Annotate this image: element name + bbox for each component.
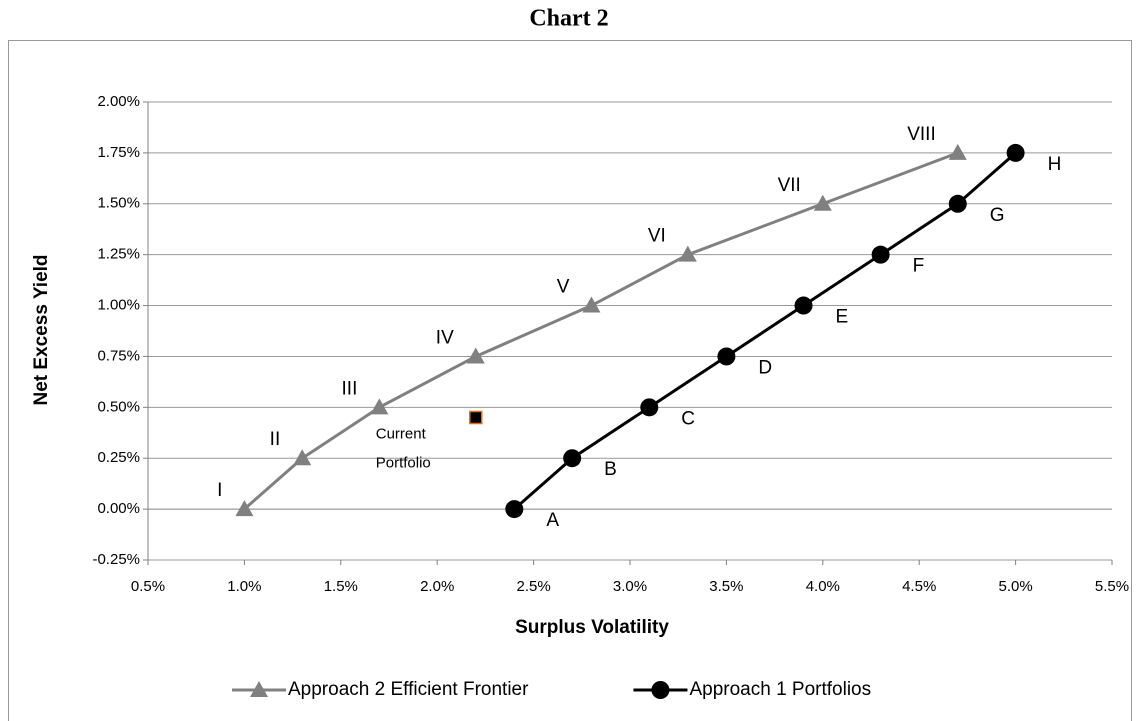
y-tick-label: 1.25% — [97, 246, 140, 263]
data-point — [370, 398, 389, 415]
current-point — [469, 410, 483, 425]
y-tick-label: 0.25% — [97, 449, 140, 466]
point-annotation: Current Portfolio — [376, 425, 431, 471]
point-label: A — [546, 510, 559, 531]
series-line — [243, 151, 959, 511]
point-label: E — [836, 307, 849, 328]
y-axis-title: Net Excess Yield — [31, 254, 52, 405]
series-line — [513, 151, 1017, 511]
chart-border — [8, 40, 1132, 721]
x-tick-label: 0.5% — [131, 578, 165, 595]
point-label: IV — [436, 327, 454, 348]
legend-label: Approach 2 Efficient Frontier — [288, 679, 529, 700]
x-tick-label: 5.0% — [998, 578, 1032, 595]
point-label: H — [1048, 154, 1062, 175]
x-axis-title: Surplus Volatility — [515, 617, 669, 638]
x-tick-label: 3.0% — [613, 578, 647, 595]
point-label: V — [557, 277, 570, 298]
y-tick-label: -0.25% — [92, 551, 140, 568]
data-point — [813, 194, 832, 211]
point-label: VII — [778, 175, 801, 196]
data-point — [582, 296, 601, 313]
data-point — [505, 500, 524, 519]
data-point — [1006, 143, 1025, 162]
point-label: II — [270, 429, 281, 450]
point-label: I — [217, 480, 222, 501]
x-tick-label: 3.5% — [709, 578, 743, 595]
point-label: D — [758, 357, 772, 378]
data-point — [948, 143, 967, 160]
x-tick-label: 1.5% — [324, 578, 358, 595]
data-point — [794, 296, 813, 315]
x-tick-label: 2.5% — [516, 578, 550, 595]
point-label: VIII — [907, 124, 936, 145]
data-point — [293, 449, 312, 466]
data-point — [640, 398, 659, 417]
y-tick-label: 1.75% — [97, 144, 140, 161]
data-point — [235, 500, 254, 517]
data-point — [466, 347, 485, 364]
annotation-line: Current — [376, 425, 427, 442]
legend-marker — [651, 681, 670, 699]
y-tick-label: 0.00% — [97, 500, 140, 517]
x-tick-label: 1.0% — [227, 578, 261, 595]
x-tick-label: 4.5% — [902, 578, 936, 595]
point-label: III — [342, 378, 358, 399]
point-label: VI — [648, 226, 666, 247]
chart-title: Chart 2 — [529, 6, 608, 32]
legend-marker — [250, 681, 268, 697]
point-label: F — [913, 256, 925, 277]
data-point — [948, 194, 967, 213]
point-label: G — [990, 205, 1005, 226]
x-tick-label: 5.5% — [1095, 578, 1129, 595]
x-tick-label: 4.0% — [806, 578, 840, 595]
x-tick-label: 2.0% — [420, 578, 454, 595]
y-tick-label: 1.50% — [97, 195, 140, 212]
y-tick-label: 0.50% — [97, 398, 140, 415]
point-label: C — [681, 408, 695, 429]
y-tick-label: 2.00% — [97, 93, 140, 110]
data-point — [871, 245, 890, 264]
y-tick-label: 0.75% — [97, 347, 140, 364]
y-tick-label: 1.00% — [97, 297, 140, 314]
point-label: B — [604, 459, 617, 480]
data-point — [563, 449, 582, 468]
legend-label: Approach 1 Portfolios — [689, 679, 871, 700]
data-point — [717, 347, 736, 366]
annotation-line: Portfolio — [376, 454, 431, 471]
data-point — [678, 245, 697, 262]
